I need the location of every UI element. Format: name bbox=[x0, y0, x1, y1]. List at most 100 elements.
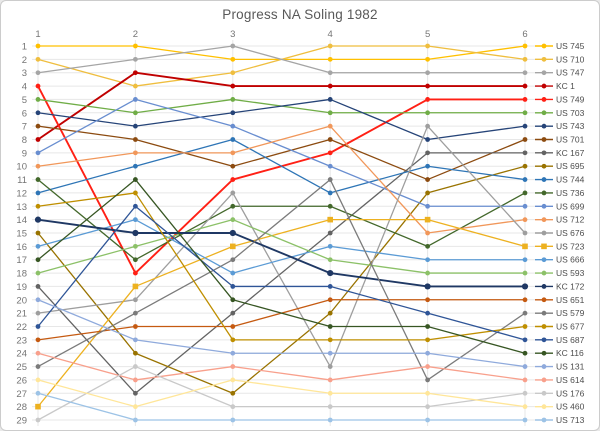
data-point-marker bbox=[35, 310, 41, 316]
legend-item-us-703: US 703 bbox=[535, 108, 585, 118]
data-point-marker bbox=[133, 163, 138, 169]
legend-label: US 460 bbox=[556, 402, 585, 412]
legend-item-us-713: US 713 bbox=[535, 415, 585, 425]
data-point-marker bbox=[230, 324, 236, 329]
data-point-marker bbox=[35, 137, 41, 142]
data-point-marker bbox=[230, 297, 236, 303]
data-point-marker bbox=[133, 297, 138, 303]
data-point-marker bbox=[35, 377, 41, 383]
data-point-marker bbox=[35, 403, 41, 410]
y-tick-label: 3 bbox=[22, 68, 27, 79]
data-point-marker bbox=[35, 324, 41, 329]
data-point-marker bbox=[327, 216, 333, 223]
y-tick-label: 24 bbox=[16, 349, 27, 360]
data-point-marker bbox=[424, 283, 431, 290]
data-point-marker bbox=[133, 137, 138, 142]
y-tick-label: 5 bbox=[22, 95, 27, 106]
data-point-marker bbox=[327, 377, 333, 383]
legend-item-us-651: US 651 bbox=[535, 295, 585, 305]
data-point-marker bbox=[522, 83, 528, 89]
data-point-marker bbox=[327, 364, 333, 369]
legend-label: KC 116 bbox=[556, 348, 584, 358]
x-tick-label: 4 bbox=[328, 29, 333, 40]
data-point-marker bbox=[327, 269, 334, 277]
legend-item-us-676: US 676 bbox=[535, 228, 585, 238]
y-tick-label: 14 bbox=[16, 215, 27, 226]
data-point-marker bbox=[522, 230, 528, 236]
data-point-marker bbox=[133, 123, 138, 129]
data-point-marker bbox=[541, 123, 547, 129]
legend-label: US 176 bbox=[556, 388, 585, 398]
data-point-marker bbox=[133, 377, 138, 383]
data-point-marker bbox=[35, 97, 41, 102]
y-tick-label: 26 bbox=[16, 375, 27, 386]
data-point-marker bbox=[230, 110, 236, 116]
data-point-marker bbox=[35, 190, 41, 196]
data-point-marker bbox=[541, 83, 547, 89]
data-point-marker bbox=[425, 230, 430, 236]
legend-item-us-723: US 723 bbox=[535, 241, 585, 251]
data-point-marker bbox=[35, 70, 41, 76]
data-point-marker bbox=[132, 283, 139, 290]
data-point-marker bbox=[425, 350, 430, 356]
y-tick-label: 1 bbox=[22, 42, 27, 53]
data-point-marker bbox=[133, 270, 138, 276]
legend-label: US 677 bbox=[556, 322, 585, 332]
data-point-marker bbox=[327, 110, 333, 116]
data-point-marker bbox=[35, 203, 41, 209]
series-line-kc-172 bbox=[37, 218, 525, 288]
data-point-marker bbox=[425, 177, 430, 182]
legend-item-us-747: US 747 bbox=[535, 68, 585, 78]
legend-item-us-460: US 460 bbox=[535, 402, 585, 412]
series-us-736 bbox=[35, 177, 528, 263]
data-point-marker bbox=[327, 390, 333, 396]
series-us-666 bbox=[35, 217, 528, 276]
data-point-marker bbox=[327, 177, 333, 182]
data-point-marker bbox=[522, 324, 528, 329]
legend-item-us-131: US 131 bbox=[535, 362, 585, 372]
data-point-marker bbox=[35, 83, 41, 89]
data-point-marker bbox=[522, 43, 528, 49]
data-point-marker bbox=[133, 110, 138, 116]
data-point-marker bbox=[541, 404, 547, 410]
legend-label: US 666 bbox=[556, 255, 585, 265]
data-point-marker bbox=[327, 417, 333, 423]
data-point-marker bbox=[541, 297, 547, 303]
series-line-us-687 bbox=[37, 205, 526, 341]
series-us-712 bbox=[35, 123, 528, 236]
legend-label: US 593 bbox=[556, 268, 585, 278]
data-point-marker bbox=[35, 150, 41, 156]
series-us-710 bbox=[35, 43, 528, 89]
data-point-marker bbox=[35, 177, 41, 182]
data-point-marker bbox=[522, 150, 528, 156]
data-point-marker bbox=[35, 56, 41, 62]
legend-label: US 703 bbox=[556, 108, 585, 118]
data-point-marker bbox=[425, 270, 430, 276]
data-point-marker bbox=[230, 137, 236, 142]
y-axis-labels: 1234567891011121314151617181920212223242… bbox=[16, 42, 27, 427]
data-point-marker bbox=[522, 110, 528, 116]
x-tick-label: 3 bbox=[230, 29, 235, 40]
data-point-marker bbox=[425, 56, 430, 62]
data-point-marker bbox=[522, 350, 528, 356]
y-tick-label: 25 bbox=[16, 362, 27, 373]
series-line-us-701 bbox=[37, 125, 526, 181]
series-us-723 bbox=[35, 216, 528, 410]
data-point-marker bbox=[425, 404, 430, 410]
series-line-us-699 bbox=[37, 98, 525, 207]
series-us-747 bbox=[35, 43, 528, 76]
data-point-marker bbox=[522, 297, 528, 303]
data-point-marker bbox=[230, 364, 236, 369]
data-point-marker bbox=[230, 56, 236, 62]
series-line-us-677 bbox=[37, 192, 526, 341]
x-tick-label: 5 bbox=[425, 29, 430, 40]
y-tick-label: 21 bbox=[16, 309, 27, 320]
data-point-marker bbox=[327, 56, 333, 62]
legend-item-us-701: US 701 bbox=[535, 135, 585, 145]
legend-item-kc-116: KC 116 bbox=[535, 348, 584, 358]
series-us-713 bbox=[35, 390, 528, 423]
data-point-marker bbox=[424, 216, 431, 223]
legend-item-kc-1: KC 1 bbox=[535, 81, 575, 91]
data-point-marker bbox=[133, 310, 138, 316]
legend-item-kc-167: KC 167 bbox=[535, 148, 585, 158]
